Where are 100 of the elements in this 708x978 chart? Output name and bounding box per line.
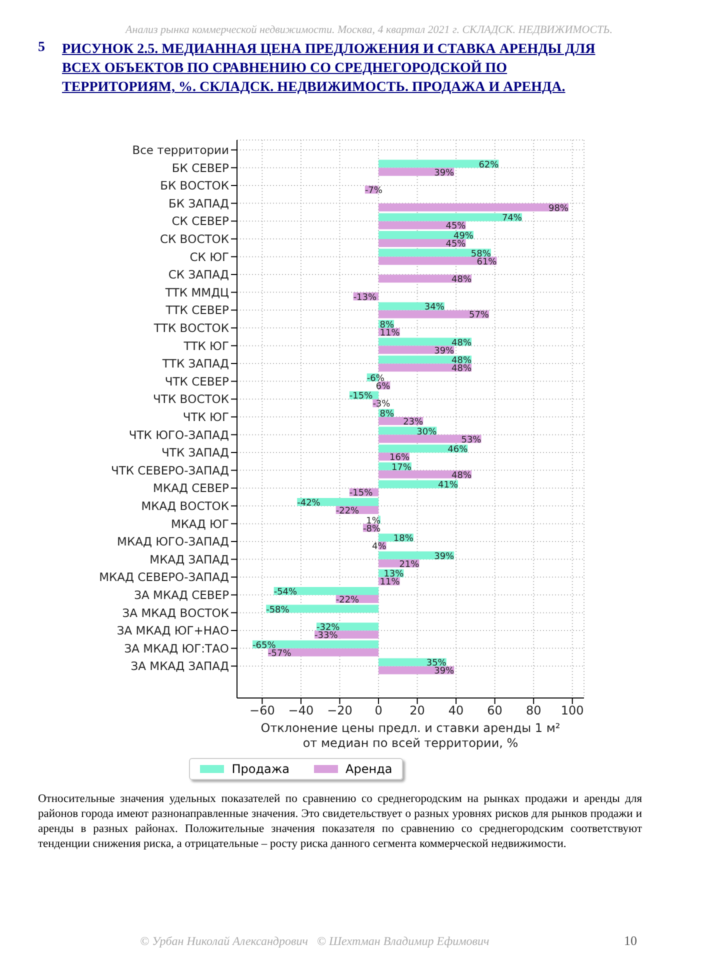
data-label: -7%: [364, 186, 383, 196]
bar: [378, 213, 522, 222]
x-tick-label: 0: [374, 704, 382, 718]
y-tick-label: СК ЮГ: [190, 250, 229, 264]
bar: [378, 248, 491, 257]
y-tick-label: ТТК ММДЦ: [164, 285, 230, 300]
bar: [378, 221, 466, 230]
data-label: 48%: [452, 364, 472, 374]
bar: [266, 604, 379, 613]
data-label: 21%: [399, 560, 420, 570]
data-label: 62%: [478, 160, 500, 170]
legend-label: Продажа: [230, 762, 290, 776]
data-label: 16%: [390, 453, 410, 464]
data-label: -3%: [372, 400, 391, 410]
bar: [378, 434, 482, 443]
legend-label: Аренда: [344, 762, 392, 776]
data-label: 39%: [434, 168, 455, 178]
x-tick-label: −40: [288, 704, 314, 718]
chart-title: РИСУНОК 2.5. МЕДИАННАЯ ЦЕНА ПРЕДЛОЖЕНИЯ И СТАВКА АРЕНДЫ ДЛЯ ВСЕХ ОБЪЕКТОВ ПО СРАВНЕНИЮ СО СРЕДНЕГОРОДСКОЙ ПО ТЕРРИТОРИЯМ, %. СКЛАДСК. НЕДВИЖИМОСТЬ. ПРОДАЖА И АРЕНДА.: [62, 41, 596, 97]
data-label: 74%: [502, 214, 522, 224]
bar: [378, 444, 468, 453]
data-label: -33%: [314, 631, 338, 642]
data-label: 53%: [461, 435, 482, 446]
data-label: -65%: [252, 640, 276, 651]
y-tick-label: ЧТК СЕВЕРО-ЗАПАД: [110, 463, 230, 478]
y-tick-label: МКАД СЕВЕР: [153, 481, 230, 496]
x-tick-label: 20: [410, 704, 425, 718]
y-tick-label: ЧТК ЮГО-ЗАПАД: [128, 428, 230, 442]
data-label: 6%: [376, 382, 391, 392]
y-tick-label: ЧТК ВОСТОК: [153, 392, 229, 406]
y-tick-label: МКАД СЕВЕРО-ЗАПАД: [99, 570, 230, 584]
data-label: -42%: [297, 498, 321, 509]
y-tick-label: Все территории: [132, 142, 229, 157]
data-label: 39%: [434, 666, 455, 677]
bar: [378, 274, 472, 283]
bar: [378, 356, 472, 364]
data-label: 17%: [391, 462, 412, 473]
bar: [378, 256, 497, 265]
y-tick-label: ЗА МКАД ЮГ+НАО: [116, 624, 229, 638]
y-tick-label: ЧТК СЕВЕР: [164, 374, 230, 388]
data-label: 23%: [403, 418, 424, 428]
data-label: 98%: [548, 204, 569, 214]
data-label: 18%: [393, 534, 414, 544]
data-label: 48%: [452, 275, 472, 286]
y-tick-label: ТТК СЕВЕР: [164, 303, 230, 318]
x-axis-title: Отклонение цены предл. и ставки аренды 1 м² от медиан по всей территории, %: [260, 721, 560, 750]
y-tick-label: МКАД ВОСТОК: [141, 498, 229, 513]
y-tick-label: БК ЗАПАД: [168, 196, 230, 210]
y-tick-label: ЗА МКАД ЗАПАД: [130, 659, 230, 674]
text: Анализ рынка коммерческой недвижимости. Москва, 4 квартал 2021 г. СКЛАДСК. НЕДВИЖИМОСТЬ.: [124, 24, 614, 36]
data-label: -58%: [266, 605, 290, 616]
data-label: -15%: [349, 488, 374, 499]
x-tick-label: 60: [487, 704, 502, 718]
data-label: 4%: [372, 542, 387, 552]
data-label: 46%: [448, 445, 468, 456]
data-label: 45%: [446, 222, 466, 232]
y-tick-label: ЗА МКАД СЕВЕР: [134, 588, 230, 602]
y-tick-label: ТТК ЮГ: [182, 338, 229, 353]
bar: [252, 640, 379, 648]
text: © Урбан Николай Александрович © Шехтман Владимир Ефимович: [140, 934, 490, 949]
bar: [378, 480, 458, 488]
data-label: 1%: [366, 516, 381, 526]
bar: [378, 160, 499, 168]
text: Относительные значения удельных показателей по сравнению со среднегородским на рынках продажи и аренды для районов города имеют разнонаправленные значения. Это свидетельствует о разных уровнях рисков для рынков продажи и аренды в разных районах. Положительные значения показателя по сравнению со среднегородским соответствуют тенденции снижения риска, а отрицательные – росту риска данного сегмента коммерческой недвижимости.: [38, 792, 642, 852]
data-label: 41%: [438, 480, 458, 491]
data-label: -54%: [274, 588, 298, 598]
x-tick-label: −20: [327, 704, 352, 718]
y-tick-label: МКАД ЮГО-ЗАПАД: [117, 534, 230, 549]
bar: [378, 203, 568, 212]
data-label: -8%: [363, 524, 381, 534]
y-tick-label: ЗА МКАД ВОСТОК: [122, 606, 229, 620]
data-label: 8%: [380, 410, 394, 420]
text: 5: [38, 40, 45, 56]
y-tick-label: ТТК ЗАПАД: [161, 356, 230, 371]
data-label: 48%: [452, 470, 472, 481]
data-label: -22%: [336, 506, 360, 517]
data-label: -13%: [353, 292, 378, 303]
y-tick-label: БК СЕВЕР: [172, 160, 230, 175]
data-label: 30%: [416, 427, 438, 438]
bar: [378, 310, 490, 318]
x-tick-label: −60: [250, 704, 275, 718]
y-tick-label: БК ВОСТОК: [160, 178, 229, 193]
bar: [268, 648, 379, 656]
data-label: 57%: [468, 310, 490, 321]
bar: [378, 470, 472, 478]
data-label: 58%: [470, 249, 492, 260]
bar: [274, 587, 379, 596]
bar: [378, 364, 472, 372]
data-label: 45%: [446, 240, 466, 250]
data-label: -22%: [336, 596, 360, 606]
y-tick-label: ТТК ВОСТОК: [152, 320, 229, 335]
data-label: 39%: [434, 346, 455, 356]
text: 10: [624, 933, 637, 949]
data-label: 34%: [424, 302, 445, 313]
data-label: 11%: [380, 578, 400, 588]
y-tick-label: СК ЗАПАД: [168, 268, 230, 282]
y-tick-label: СК СЕВЕР: [172, 214, 230, 228]
y-tick-label: МКАД ЮГ: [170, 516, 229, 531]
y-tick-label: МКАД ЗАПАД: [150, 552, 230, 566]
data-label: -57%: [268, 648, 292, 659]
